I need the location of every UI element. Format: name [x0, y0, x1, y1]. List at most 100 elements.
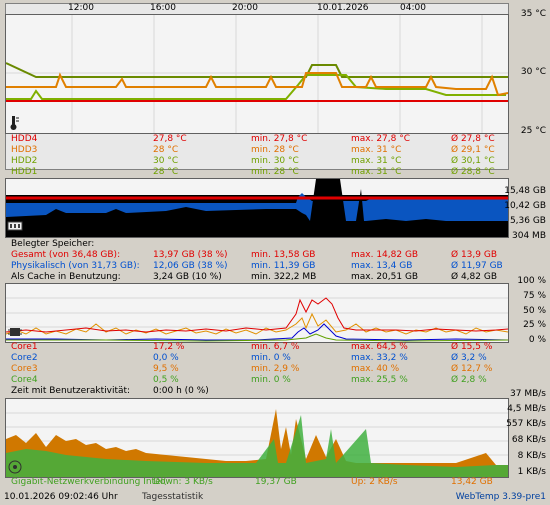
- hdd1-row: HDD1 28 °C min. 28 °C max. 31 °C Ø 28,8 …: [11, 167, 507, 178]
- memory-total-min: min. 13,58 GB: [251, 250, 316, 260]
- time-label-1: 12:00: [68, 3, 94, 13]
- hdd4-name: HDD4: [11, 134, 38, 144]
- cpu-axis-75: 75 %: [523, 291, 546, 301]
- memory-total-name: Gesamt (von 36,48 GB):: [11, 250, 121, 260]
- memory-cache-name: Als Cache in Benutzung:: [11, 272, 121, 282]
- cpu-axis-50: 50 %: [523, 306, 546, 316]
- core4-line: [6, 333, 508, 342]
- temp-axis-30: 30 °C: [520, 67, 546, 77]
- memory-physical-current: 12,06 GB (38 %): [153, 261, 228, 271]
- memory-total-avg: Ø 13,9 GB: [451, 250, 497, 260]
- cpu-axis-0: 0 %: [528, 335, 546, 345]
- core3-line: [6, 312, 508, 335]
- up-area: [6, 409, 508, 477]
- core2-row: Core2 0,0 % min. 0 % max. 33,2 % Ø 3,2 %: [11, 353, 507, 364]
- mem-axis-3: 5,36 GB: [509, 216, 546, 226]
- version-label[interactable]: WebTemp 3.39-pre1: [455, 492, 546, 502]
- hdd3-avg: Ø 29,1 °C: [451, 145, 495, 155]
- activity-row: Zeit mit Benutzeraktivität: 0:00 h (0 %): [11, 386, 507, 397]
- down-area: [6, 415, 508, 477]
- core3-avg: Ø 12,7 %: [451, 364, 493, 374]
- hdd1-name: HDD1: [11, 167, 38, 177]
- core1-current: 17,2 %: [153, 342, 185, 352]
- core4-row: Core4 0,5 % min. 0 % max. 25,5 % Ø 2,8 %: [11, 375, 507, 386]
- core1-max: max. 64,5 %: [351, 342, 408, 352]
- memory-cache-current: 3,24 GB (10 %): [153, 272, 222, 282]
- temperature-chart: [5, 14, 509, 134]
- network-up: Up: 2 KB/s: [351, 477, 398, 487]
- memory-physical-min: min. 11,39 GB: [251, 261, 316, 271]
- mem-axis-2: 10,42 GB: [504, 201, 546, 211]
- net-axis-2: 4,5 MB/s: [507, 404, 546, 414]
- core2-max: max. 33,2 %: [351, 353, 408, 363]
- hdd3-min: min. 28 °C: [251, 145, 299, 155]
- core4-min: min. 0 %: [251, 375, 291, 385]
- memory-total-max: max. 14,82 GB: [351, 250, 419, 260]
- core3-name: Core3: [11, 364, 38, 374]
- cache-area: [6, 179, 508, 237]
- memory-cache-max: max. 20,51 GB: [351, 272, 419, 282]
- memory-cache-avg: Ø 4,82 GB: [451, 272, 497, 282]
- daily-stats-link[interactable]: Tagesstatistik: [142, 492, 204, 502]
- activity-value: 0:00 h (0 %): [153, 386, 209, 396]
- hdd3-current: 28 °C: [153, 145, 179, 155]
- hdd2-max: max. 31 °C: [351, 156, 402, 166]
- hdd3-max: max. 31 °C: [351, 145, 402, 155]
- network-down-total: 19,37 GB: [255, 477, 297, 487]
- network-chart-svg: [6, 409, 508, 477]
- temp-axis-35: 35 °C: [520, 9, 546, 19]
- time-label-3: 20:00: [232, 3, 258, 13]
- core3-max: max. 40 %: [351, 364, 400, 374]
- core1-min: min. 6,7 %: [251, 342, 300, 352]
- core4-avg: Ø 2,8 %: [451, 375, 487, 385]
- status-bar: 10.01.2026 09:02:46 Uhr Tagesstatistik W…: [4, 491, 546, 503]
- core2-min: min. 0 %: [251, 353, 291, 363]
- memory-physical-max: max. 13,4 GB: [351, 261, 413, 271]
- time-label-4: 10.01.2026: [317, 3, 369, 13]
- net-axis-3: 557 KB/s: [506, 419, 546, 429]
- memory-cache-row: Als Cache in Benutzung: 3,24 GB (10 %) m…: [11, 272, 507, 283]
- core1-name: Core1: [11, 342, 38, 352]
- hdd1-min: min. 28 °C: [251, 167, 299, 177]
- cpu-chart-svg: [6, 297, 508, 342]
- hdd1-current: 28 °C: [153, 167, 179, 177]
- hdd2-row: HDD2 30 °C min. 30 °C max. 31 °C Ø 30,1 …: [11, 156, 507, 167]
- net-axis-6: 1 KB/s: [517, 467, 546, 477]
- memory-title-text: Belegter Speicher:: [11, 239, 95, 249]
- hdd2-line: [6, 62, 508, 78]
- net-axis-1: 37 MB/s: [510, 389, 546, 399]
- core1-line: [6, 297, 508, 333]
- cpu-chip-icon: [8, 328, 22, 336]
- time-label-5: 04:00: [400, 3, 426, 13]
- network-down: Down: 3 KB/s: [153, 477, 213, 487]
- net-axis-5: 8 KB/s: [517, 451, 546, 461]
- memory-physical-row: Physikalisch (von 31,73 GB): 12,06 GB (3…: [11, 261, 507, 272]
- hdd1-avg: Ø 28,8 °C: [451, 167, 495, 177]
- core1-row: Core1 17,2 % min. 6,7 % max. 64,5 % Ø 15…: [11, 342, 507, 353]
- memory-total-row: Gesamt (von 36,48 GB): 13,97 GB (38 %) m…: [11, 250, 507, 261]
- cpu-chart: [5, 283, 509, 343]
- time-label-2: 16:00: [150, 3, 176, 13]
- hdd4-row: HDD4 27,8 °C min. 27,8 °C max. 27,8 °C Ø…: [11, 134, 507, 145]
- core2-line: [6, 323, 508, 341]
- hdd1-max: max. 31 °C: [351, 167, 402, 177]
- memory-chip-icon: [7, 221, 23, 231]
- network-adapter-name: Gigabit-Netzwerkverbindung Intel(: [11, 477, 167, 487]
- net-axis-4: 68 KB/s: [511, 435, 546, 445]
- core4-name: Core4: [11, 375, 38, 385]
- hdd4-max: max. 27,8 °C: [351, 134, 411, 144]
- hdd2-avg: Ø 30,1 °C: [451, 156, 495, 166]
- hdd4-min: min. 27,8 °C: [251, 134, 308, 144]
- activity-label: Zeit mit Benutzeraktivität:: [11, 386, 131, 396]
- core2-current: 0,0 %: [153, 353, 179, 363]
- core3-current: 9,5 %: [153, 364, 179, 374]
- memory-total-current: 13,97 GB (38 %): [153, 250, 228, 260]
- core3-row: Core3 9,5 % min. 2,9 % max. 40 % Ø 12,7 …: [11, 364, 507, 375]
- status-datetime: 10.01.2026 09:02:46 Uhr: [4, 492, 118, 502]
- memory-chart: [5, 178, 509, 238]
- hdd2-min: min. 30 °C: [251, 156, 299, 166]
- memory-title: Belegter Speicher:: [11, 239, 507, 250]
- mem-axis-4: 304 MB: [512, 231, 546, 241]
- network-chart: [5, 398, 509, 478]
- core2-name: Core2: [11, 353, 38, 363]
